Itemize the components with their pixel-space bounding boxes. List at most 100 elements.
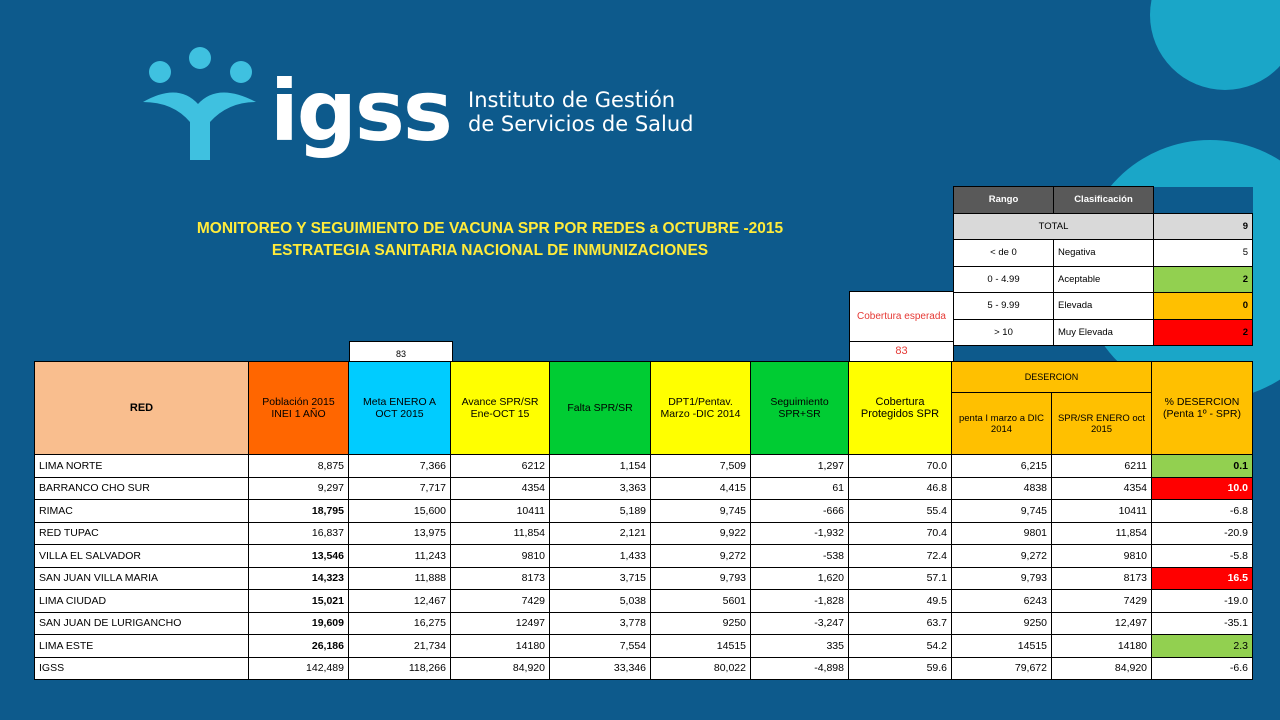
brand-name: igss bbox=[270, 62, 453, 160]
row-seguimiento: 1,297 bbox=[750, 454, 849, 478]
table-row: LIMA ESTE 26,186 21,734 14180 7,554 14515 335 5… bbox=[34, 634, 1254, 658]
legend-row: 5 - 9.99 Elevada 0 bbox=[953, 292, 1253, 320]
row-red: BARRANCO CHO SUR bbox=[34, 476, 249, 500]
row-red: LIMA CIUDAD bbox=[34, 589, 249, 613]
row-seguimiento: 61 bbox=[750, 476, 849, 500]
legend-clasificacion: Elevada bbox=[1053, 292, 1154, 320]
report-title: MONITOREO Y SEGUIMIENTO DE VACUNA SPR PO… bbox=[140, 218, 840, 262]
row-cobertura: 63.7 bbox=[848, 611, 952, 635]
row-poblacion: 142,489 bbox=[248, 656, 349, 680]
row-avance: 9810 bbox=[450, 544, 550, 568]
row-seguimiento: 1,620 bbox=[750, 566, 849, 590]
row-spr-sr: 12,497 bbox=[1050, 611, 1153, 635]
row-poblacion: 13,546 bbox=[248, 544, 349, 568]
legend-count: 2 bbox=[1153, 265, 1253, 293]
header-poblacion: Población 2015 INEI 1 AÑO bbox=[248, 361, 349, 455]
row-pct-desercion: 2.3 bbox=[1151, 634, 1254, 658]
row-meta: 11,243 bbox=[348, 544, 451, 568]
table-row: SAN JUAN DE LURIGANCHO 19,609 16,275 12497 3… bbox=[34, 611, 1254, 635]
legend-rango: < de 0 bbox=[953, 239, 1054, 267]
legend-count: 0 bbox=[1153, 292, 1253, 320]
row-pct-desercion: -19.0 bbox=[1151, 589, 1254, 613]
meta-reference-value: 83 bbox=[349, 341, 453, 362]
row-meta: 21,734 bbox=[348, 634, 451, 658]
row-penta: 4838 bbox=[951, 476, 1052, 500]
row-cobertura: 70.4 bbox=[848, 521, 952, 545]
row-avance: 12497 bbox=[450, 611, 550, 635]
row-avance: 11,854 bbox=[450, 521, 550, 545]
legend-rango: > 10 bbox=[953, 318, 1054, 346]
row-cobertura: 70.0 bbox=[848, 454, 952, 478]
legend-count: 5 bbox=[1153, 239, 1253, 267]
vaccination-monitoring-table: RED Población 2015 INEI 1 AÑO Meta ENERO… bbox=[34, 361, 1254, 680]
header-dpt: DPT1/Pentav. Marzo -DIC 2014 bbox=[650, 361, 751, 455]
row-pct-desercion: 10.0 bbox=[1151, 476, 1254, 500]
row-poblacion: 26,186 bbox=[248, 634, 349, 658]
row-falta: 33,346 bbox=[549, 656, 651, 680]
row-avance: 8173 bbox=[450, 566, 550, 590]
row-spr-sr: 10411 bbox=[1050, 499, 1153, 523]
classification-legend: Rango Clasificación TOTAL 9 < de 0 Negat… bbox=[953, 186, 1253, 346]
row-dpt: 5601 bbox=[650, 589, 751, 613]
row-red: RIMAC bbox=[34, 499, 249, 523]
row-dpt: 9,745 bbox=[650, 499, 751, 523]
row-penta: 6,215 bbox=[951, 454, 1052, 478]
header-meta: Meta ENERO A OCT 2015 bbox=[348, 361, 451, 455]
row-cobertura: 55.4 bbox=[848, 499, 952, 523]
row-seguimiento: -1,932 bbox=[750, 521, 849, 545]
row-penta: 9801 bbox=[951, 521, 1052, 545]
header-pct-desercion: % DESERCION (Penta 1º - SPR) bbox=[1151, 361, 1254, 455]
row-meta: 16,275 bbox=[348, 611, 451, 635]
row-falta: 7,554 bbox=[549, 634, 651, 658]
legend-rango: 0 - 4.99 bbox=[953, 265, 1054, 293]
row-dpt: 9,793 bbox=[650, 566, 751, 590]
row-avance: 7429 bbox=[450, 589, 550, 613]
row-falta: 1,154 bbox=[549, 454, 651, 478]
row-dpt: 9,272 bbox=[650, 544, 751, 568]
row-avance: 10411 bbox=[450, 499, 550, 523]
row-dpt: 7,509 bbox=[650, 454, 751, 478]
row-falta: 3,778 bbox=[549, 611, 651, 635]
row-seguimiento: -666 bbox=[750, 499, 849, 523]
table-row: RIMAC 18,795 15,600 10411 5,189 9,745 -666 55.4… bbox=[34, 499, 1254, 523]
table-row: LIMA NORTE 8,875 7,366 6212 1,154 7,509 1,297 7… bbox=[34, 454, 1254, 478]
legend-clasificacion: Muy Elevada bbox=[1053, 318, 1154, 346]
row-red: RED TUPAC bbox=[34, 521, 249, 545]
row-falta: 1,433 bbox=[549, 544, 651, 568]
row-spr-sr: 11,854 bbox=[1050, 521, 1153, 545]
table-row: IGSS 142,489 118,266 84,920 33,346 80,022 -4,8… bbox=[34, 656, 1254, 680]
row-cobertura: 57.1 bbox=[848, 566, 952, 590]
row-cobertura: 72.4 bbox=[848, 544, 952, 568]
header-falta: Falta SPR/SR bbox=[549, 361, 651, 455]
legend-rango: 5 - 9.99 bbox=[953, 292, 1054, 320]
row-pct-desercion: 0.1 bbox=[1151, 454, 1254, 478]
row-falta: 5,038 bbox=[549, 589, 651, 613]
row-dpt: 80,022 bbox=[650, 656, 751, 680]
row-penta: 6243 bbox=[951, 589, 1052, 613]
legend-row: < de 0 Negativa 5 bbox=[953, 239, 1253, 267]
report-title-line2: ESTRATEGIA SANITARIA NACIONAL DE INMUNIZ… bbox=[271, 242, 709, 259]
legend-header-clasificacion: Clasificación bbox=[1053, 186, 1154, 214]
row-spr-sr: 84,920 bbox=[1050, 656, 1153, 680]
row-falta: 3,363 bbox=[549, 476, 651, 500]
row-avance: 84,920 bbox=[450, 656, 550, 680]
row-seguimiento: -3,247 bbox=[750, 611, 849, 635]
row-penta: 79,672 bbox=[951, 656, 1052, 680]
row-penta: 9,793 bbox=[951, 566, 1052, 590]
row-penta: 9,272 bbox=[951, 544, 1052, 568]
row-red: LIMA ESTE bbox=[34, 634, 249, 658]
legend-clasificacion: Negativa bbox=[1053, 239, 1154, 267]
cobertura-esperada-label: Cobertura esperada bbox=[849, 291, 954, 342]
table-row: VILLA EL SALVADOR 13,546 11,243 9810 1,433 9,… bbox=[34, 544, 1254, 568]
row-pct-desercion: -6.6 bbox=[1151, 656, 1254, 680]
legend-count: 2 bbox=[1153, 318, 1253, 346]
row-avance: 6212 bbox=[450, 454, 550, 478]
cobertura-esperada-value: 83 bbox=[849, 341, 954, 362]
row-meta: 7,366 bbox=[348, 454, 451, 478]
row-poblacion: 9,297 bbox=[248, 476, 349, 500]
row-seguimiento: -538 bbox=[750, 544, 849, 568]
row-falta: 5,189 bbox=[549, 499, 651, 523]
row-spr-sr: 9810 bbox=[1050, 544, 1153, 568]
table-row: RED TUPAC 16,837 13,975 11,854 2,121 9,922 -1,… bbox=[34, 521, 1254, 545]
header-penta: penta I marzo a DIC 2014 bbox=[951, 392, 1052, 455]
